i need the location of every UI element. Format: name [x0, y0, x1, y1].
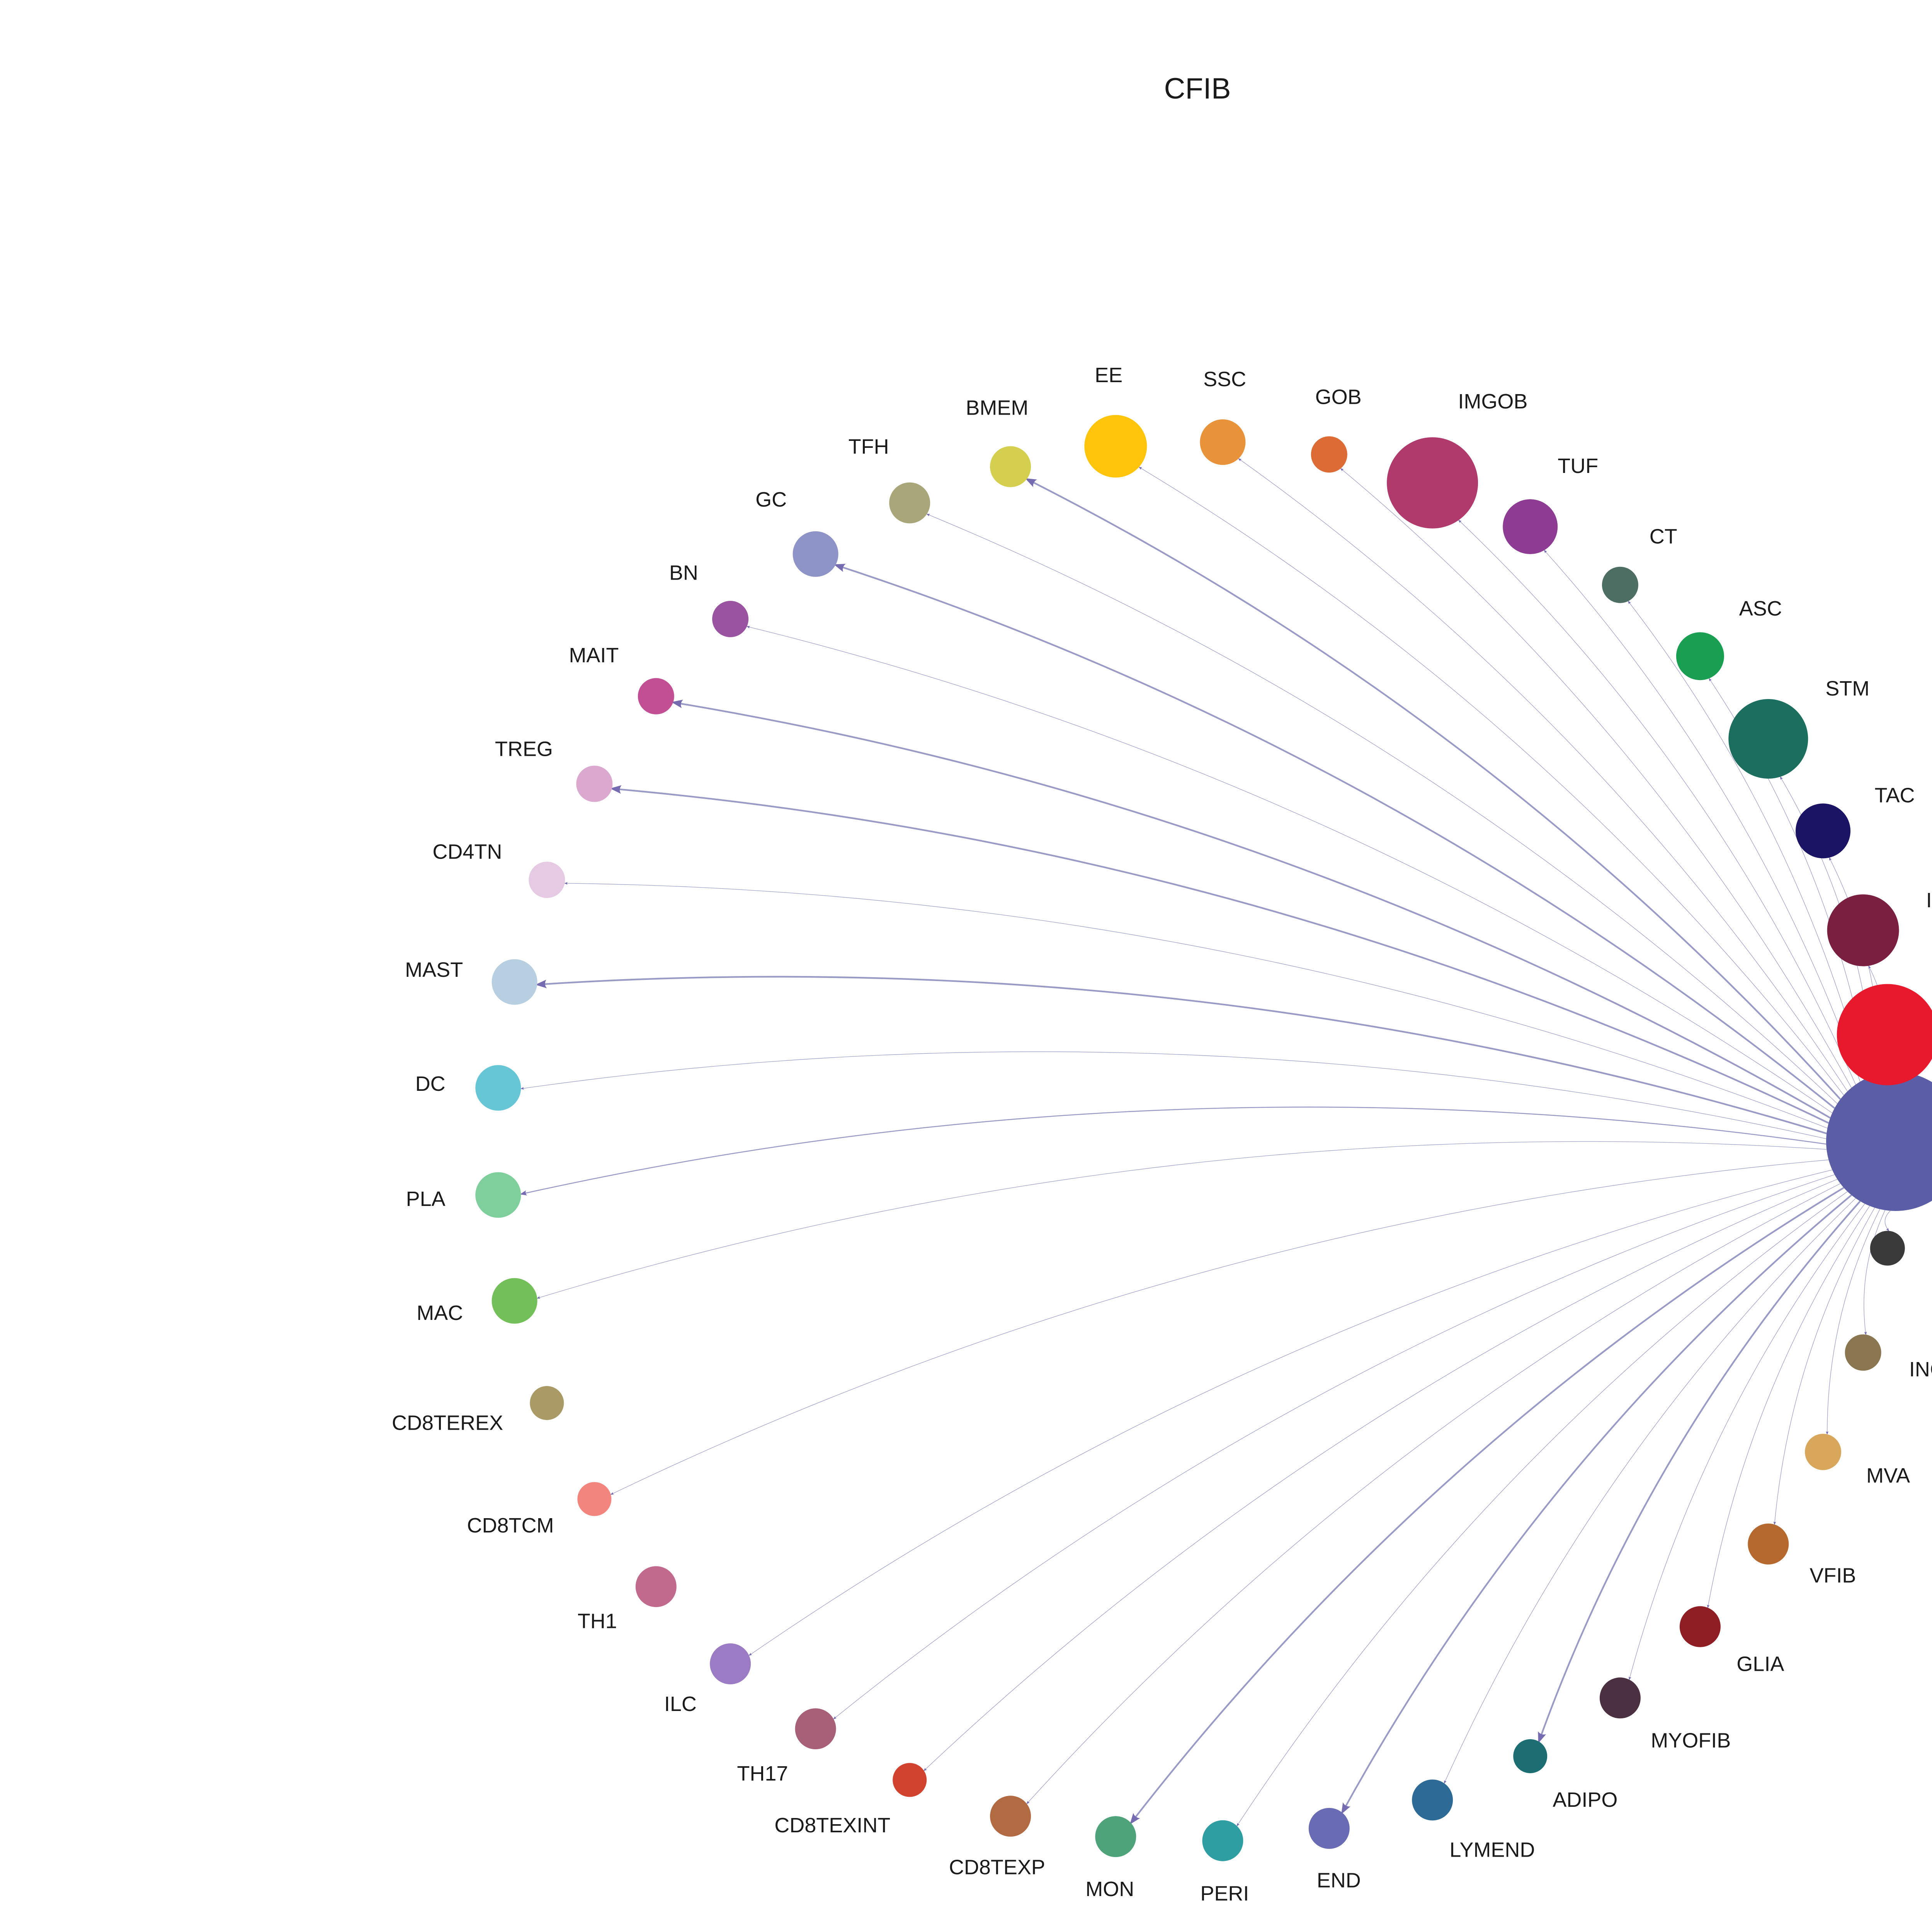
- svg-text:ASC: ASC: [1739, 597, 1782, 620]
- svg-text:TFH: TFH: [849, 435, 889, 458]
- svg-text:TH1: TH1: [578, 1610, 617, 1633]
- svg-text:VFIB: VFIB: [1810, 1564, 1856, 1587]
- svg-text:MAIT: MAIT: [569, 644, 619, 667]
- svg-text:SSC: SSC: [1203, 367, 1246, 391]
- svg-text:GC: GC: [755, 488, 787, 511]
- svg-text:MON: MON: [1085, 1878, 1134, 1901]
- svg-text:LYMEND: LYMEND: [1449, 1838, 1535, 1862]
- svg-text:DC: DC: [415, 1072, 446, 1095]
- svg-text:END: END: [1317, 1869, 1361, 1892]
- svg-text:IMENT: IMENT: [1926, 889, 1932, 912]
- svg-text:CT: CT: [1650, 525, 1677, 548]
- svg-text:CD8TCM: CD8TCM: [467, 1514, 554, 1537]
- svg-text:EE: EE: [1095, 364, 1122, 387]
- svg-text:PLA: PLA: [406, 1187, 446, 1211]
- svg-text:MVA: MVA: [1866, 1464, 1910, 1487]
- svg-text:GLIA: GLIA: [1736, 1653, 1784, 1676]
- svg-text:ILC: ILC: [664, 1692, 697, 1716]
- svg-text:CD8TEXP: CD8TEXP: [949, 1856, 1045, 1879]
- svg-text:TUF: TUF: [1558, 454, 1598, 478]
- svg-text:BMEM: BMEM: [966, 396, 1028, 419]
- svg-text:INCAF: INCAF: [1909, 1358, 1932, 1381]
- svg-text:BN: BN: [669, 561, 698, 585]
- svg-text:MAST: MAST: [405, 958, 463, 981]
- svg-text:IMGOB: IMGOB: [1458, 390, 1527, 413]
- svg-text:CFIB: CFIB: [1164, 72, 1231, 105]
- svg-text:MYOFIB: MYOFIB: [1651, 1729, 1731, 1752]
- svg-text:TAC: TAC: [1875, 784, 1915, 807]
- svg-text:STM: STM: [1825, 677, 1869, 700]
- svg-text:PERI: PERI: [1200, 1882, 1249, 1905]
- svg-text:CD8TEREX: CD8TEREX: [392, 1412, 503, 1435]
- svg-text:GOB: GOB: [1315, 385, 1362, 408]
- svg-text:ADIPO: ADIPO: [1553, 1788, 1617, 1811]
- svg-text:TH17: TH17: [737, 1762, 788, 1785]
- svg-text:MAC: MAC: [417, 1301, 463, 1325]
- svg-text:CD4TN: CD4TN: [432, 840, 502, 863]
- svg-text:CD8TEXINT: CD8TEXINT: [774, 1814, 890, 1837]
- svg-text:TREG: TREG: [495, 738, 553, 761]
